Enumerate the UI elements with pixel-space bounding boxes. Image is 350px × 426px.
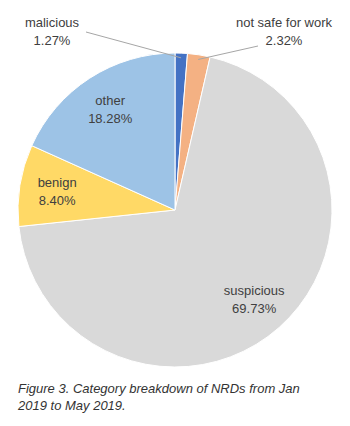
svg-text:1.27%: 1.27% xyxy=(34,33,71,48)
svg-text:not safe for work: not safe for work xyxy=(236,15,333,30)
svg-text:benign: benign xyxy=(38,175,77,190)
svg-text:malicious: malicious xyxy=(25,15,80,30)
svg-text:2.32%: 2.32% xyxy=(266,33,303,48)
svg-text:18.28%: 18.28% xyxy=(88,111,133,126)
svg-text:suspicious: suspicious xyxy=(224,283,285,298)
svg-text:69.73%: 69.73% xyxy=(232,301,277,316)
html-text:Figure 3. Category breakdown o: Figure 3. Category breakdown of NRDs fro… xyxy=(18,381,300,413)
svg-text:other: other xyxy=(95,93,125,108)
svg-text:8.40%: 8.40% xyxy=(39,193,76,208)
